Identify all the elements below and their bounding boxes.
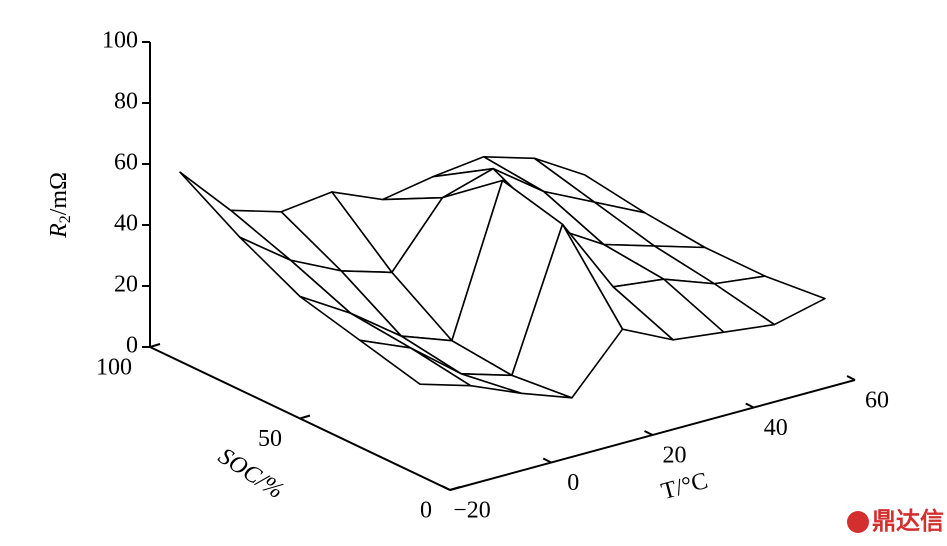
y-tick-label: 0 <box>420 498 432 524</box>
watermark-logo <box>847 511 869 533</box>
y-tick <box>149 343 161 348</box>
z-label-unit: /mΩ <box>46 172 72 215</box>
watermark: 鼎达信 <box>847 507 944 535</box>
z-tick-label: 40 <box>114 211 138 237</box>
x-tick-label: 60 <box>865 388 889 414</box>
y-axis-label: SOC/% <box>214 443 289 504</box>
x-tick <box>644 430 653 436</box>
z-tick-label: 80 <box>114 89 138 115</box>
x-tick <box>441 485 451 491</box>
z-tick-label: 100 <box>102 28 138 54</box>
y-tick-label: 100 <box>96 355 132 381</box>
watermark-text: 鼎达信 <box>872 507 944 535</box>
x-tick <box>542 457 552 464</box>
surface-cell <box>359 339 472 387</box>
z-label-symbol: R <box>46 223 72 239</box>
x-tick-label: 0 <box>567 470 579 496</box>
x-tick <box>745 402 755 409</box>
z-tick-label: 60 <box>114 150 138 176</box>
x-tick <box>846 375 856 381</box>
x-tick-label: 40 <box>764 415 788 441</box>
x-axis-label: T/°C <box>659 468 711 505</box>
z-tick-label: 0 <box>126 333 138 359</box>
y-tick <box>299 414 311 420</box>
z-axis-label: R2/mΩ <box>46 172 74 239</box>
x-tick-label: 20 <box>663 443 687 469</box>
y-tick <box>449 486 461 491</box>
y-tick-label: 50 <box>258 426 282 452</box>
z-label-subscript: 2 <box>57 215 74 223</box>
z-tick-label: 20 <box>114 272 138 298</box>
x-tick-label: −20 <box>453 498 491 524</box>
